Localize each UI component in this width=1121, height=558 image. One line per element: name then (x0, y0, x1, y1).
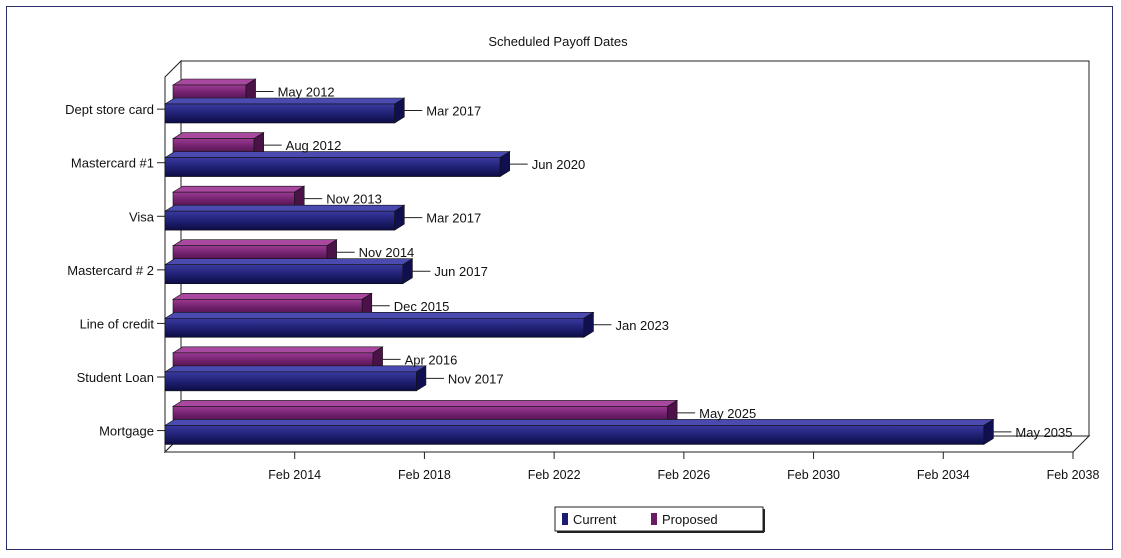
x-tick-label: Feb 2026 (657, 468, 710, 482)
legend: Current Proposed (554, 506, 765, 533)
category-label: Student Loan (77, 370, 154, 385)
data-label-current: Jun 2020 (532, 157, 586, 172)
bar-current (164, 103, 396, 124)
bar-proposed-top (171, 292, 373, 300)
data-label-proposed: Nov 2013 (326, 192, 382, 207)
bar-current-top (163, 365, 427, 373)
data-label-proposed: Dec 2015 (394, 299, 450, 314)
bars (163, 78, 995, 445)
legend-swatch-current (562, 513, 568, 525)
payoff-chart: Scheduled Payoff Dates Feb 2014 Feb 2018 F… (65, 34, 1099, 533)
data-labels: May 2012 Mar 2017 Aug 2012 Jun 2020 Nov 2013… (255, 85, 1073, 440)
legend-swatch-proposed (651, 513, 657, 525)
bar-current-end (583, 311, 594, 338)
x-tick-label: Feb 2034 (917, 468, 970, 482)
data-label-current: Jan 2023 (615, 318, 669, 333)
bar-current-end (394, 204, 405, 231)
x-tick-label: Feb 2030 (787, 468, 840, 482)
category-axis: Dept store card Mastercard #1 Visa Masterca… (65, 102, 165, 439)
bar-proposed-top (171, 132, 265, 139)
bar-current (164, 371, 417, 392)
bar-proposed-top (171, 346, 384, 354)
bar-current (164, 210, 396, 231)
legend-label-current: Current (573, 512, 617, 527)
bar-current-top (163, 419, 995, 426)
bar-current (164, 317, 585, 338)
data-label-proposed: Nov 2014 (359, 245, 415, 260)
data-label-current: Nov 2017 (448, 371, 504, 386)
bar-current-end (416, 365, 427, 392)
x-tick-label: Feb 2038 (1047, 468, 1100, 482)
bar-current (164, 157, 501, 177)
data-label-proposed: May 2025 (699, 406, 756, 421)
x-tick-label: Feb 2022 (528, 468, 581, 482)
data-label-current: Mar 2017 (426, 104, 481, 119)
data-label-proposed: Aug 2012 (286, 138, 342, 153)
bar-proposed-top (171, 185, 306, 193)
x-tick-label: Feb 2014 (268, 468, 321, 482)
x-tick-label: Feb 2018 (398, 468, 451, 482)
bar-proposed-top (171, 239, 338, 247)
data-label-current: May 2035 (1015, 425, 1072, 440)
chart-title: Scheduled Payoff Dates (488, 34, 628, 49)
category-label: Mastercard # 2 (67, 263, 154, 278)
category-label: Visa (129, 209, 155, 224)
category-label: Line of credit (80, 316, 155, 331)
chart-frame: Scheduled Payoff Dates Feb 2014 Feb 2018 F… (6, 6, 1113, 550)
bar-current (164, 425, 985, 445)
bar-current-end (402, 258, 413, 285)
data-label-current: Jun 2017 (434, 264, 488, 279)
category-label: Mastercard #1 (71, 156, 154, 171)
bar-current-top (163, 311, 595, 319)
data-label-current: Mar 2017 (426, 211, 481, 226)
bar-current (164, 264, 404, 285)
category-label: Mortgage (99, 424, 154, 439)
bar-proposed-top (171, 400, 679, 407)
bar-proposed-top (171, 78, 257, 86)
data-label-proposed: Apr 2016 (405, 352, 458, 367)
bar-current-end (394, 97, 405, 124)
data-label-proposed: May 2012 (278, 85, 335, 100)
bar-current-end (499, 151, 510, 178)
x-axis-ticks: Feb 2014 Feb 2018 Feb 2022 Feb 2026 Feb 2030… (268, 452, 1099, 482)
bar-current-end (983, 418, 994, 445)
legend-label-proposed: Proposed (662, 512, 718, 527)
category-label: Dept store card (65, 102, 154, 117)
